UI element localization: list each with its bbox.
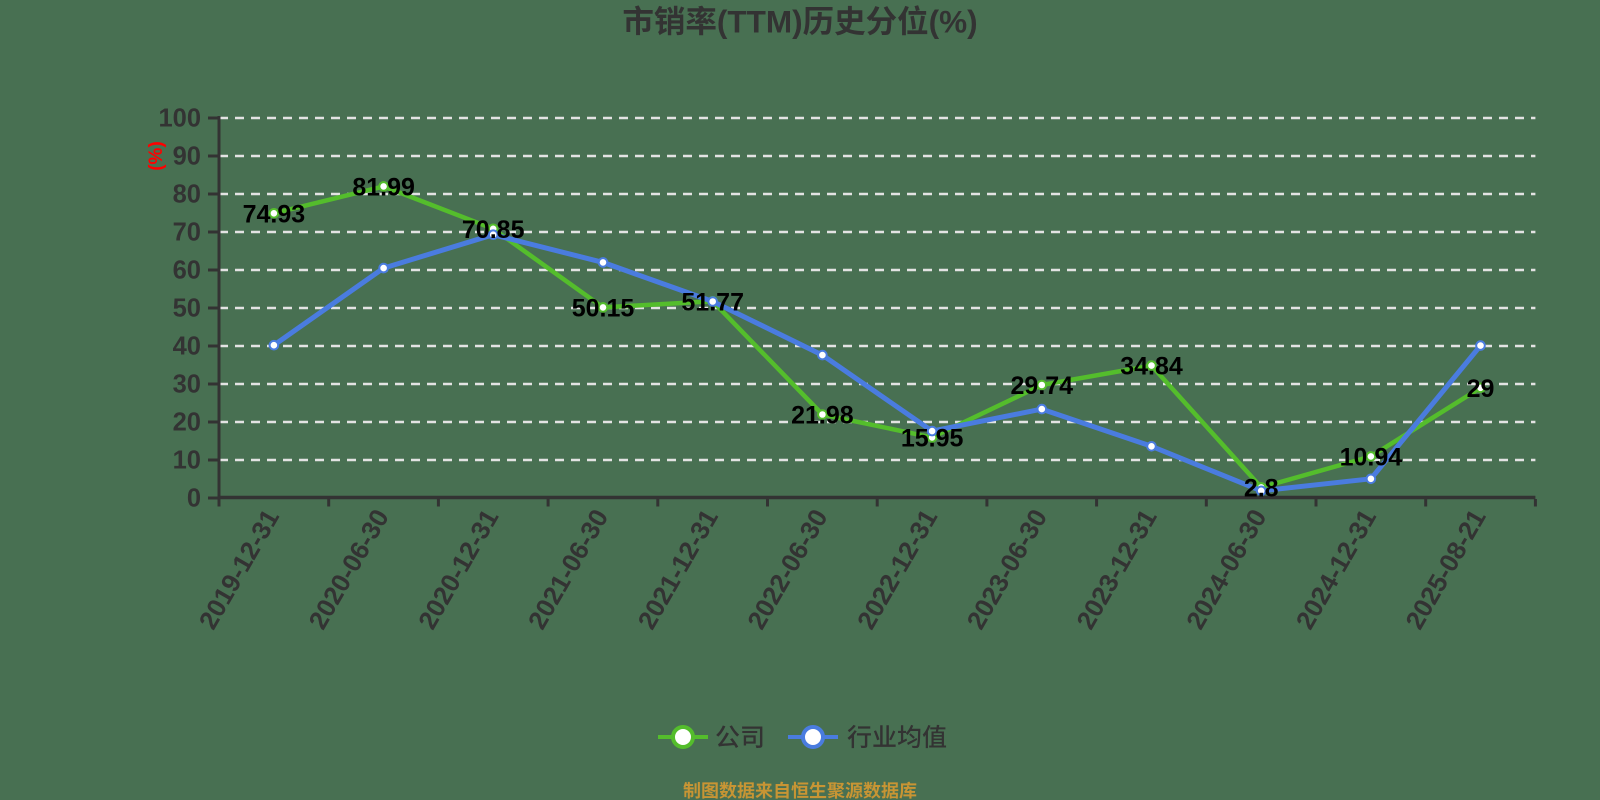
svg-text:(%): (%) bbox=[929, 4, 978, 40]
svg-text:30: 30 bbox=[173, 371, 201, 399]
svg-text:10.94: 10.94 bbox=[1340, 443, 1403, 471]
svg-text:50.15: 50.15 bbox=[572, 294, 635, 322]
svg-text:100: 100 bbox=[158, 105, 201, 133]
svg-text:21.98: 21.98 bbox=[791, 402, 854, 430]
svg-text:29.74: 29.74 bbox=[1011, 372, 1074, 400]
svg-text:40: 40 bbox=[173, 333, 201, 361]
svg-text:60: 60 bbox=[173, 257, 201, 285]
svg-text:80: 80 bbox=[173, 181, 201, 209]
svg-text:34.84: 34.84 bbox=[1120, 353, 1183, 381]
svg-text:81.99: 81.99 bbox=[352, 173, 415, 201]
svg-text:70: 70 bbox=[173, 219, 201, 247]
svg-text:0: 0 bbox=[187, 485, 201, 513]
svg-text:50: 50 bbox=[173, 295, 201, 323]
svg-text:51.77: 51.77 bbox=[681, 288, 744, 316]
svg-text:29: 29 bbox=[1467, 375, 1495, 403]
svg-text:(%): (%) bbox=[146, 141, 167, 171]
svg-text:90: 90 bbox=[173, 143, 201, 171]
svg-text:10: 10 bbox=[173, 447, 201, 475]
svg-text:(TTM): (TTM) bbox=[717, 4, 803, 40]
svg-text:74.93: 74.93 bbox=[243, 200, 306, 228]
svg-text:2.8: 2.8 bbox=[1244, 474, 1279, 502]
svg-text:20: 20 bbox=[173, 409, 201, 437]
svg-text:70.85: 70.85 bbox=[462, 216, 525, 244]
svg-text:15.95: 15.95 bbox=[901, 424, 964, 452]
